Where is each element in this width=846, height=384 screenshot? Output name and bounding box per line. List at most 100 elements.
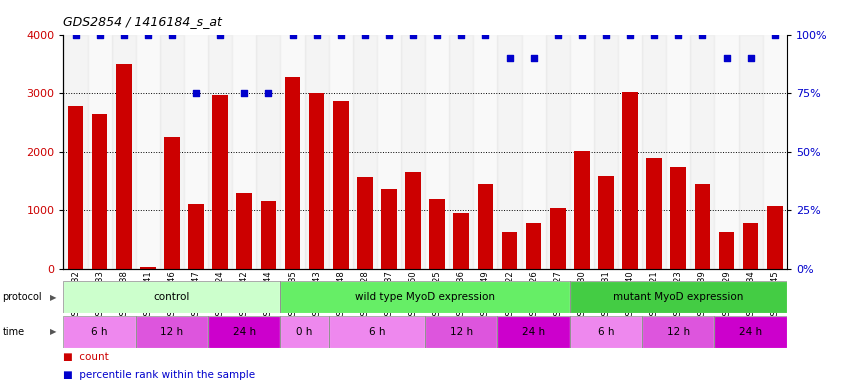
Bar [569,35,594,269]
Text: 12 h: 12 h [161,327,184,337]
Text: 12 h: 12 h [450,327,473,337]
Bar [546,35,569,269]
Bar [328,316,425,348]
Bar [164,137,180,269]
Point [190,90,203,96]
Bar [332,101,349,269]
Bar [570,316,642,348]
Bar [357,177,373,269]
Bar [642,316,714,348]
Point [213,31,227,38]
Point [454,31,468,38]
Point [479,31,492,38]
Bar [212,95,228,269]
Bar [236,193,252,269]
Bar [188,204,204,269]
Bar [63,281,280,313]
Bar [743,223,759,269]
Bar [63,316,135,348]
Text: ■  percentile rank within the sample: ■ percentile rank within the sample [63,370,255,380]
Bar [714,316,787,348]
Point [334,31,348,38]
Bar [208,316,280,348]
Bar [497,35,521,269]
Point [69,31,82,38]
Bar [670,167,686,269]
Bar [401,35,425,269]
Point [720,55,733,61]
Bar [140,267,156,269]
Bar [646,158,662,269]
Bar [63,316,135,348]
Bar [353,35,376,269]
Bar [280,281,569,313]
Bar [91,114,107,269]
Bar [87,35,112,269]
Bar [429,199,445,269]
Point [165,31,179,38]
Text: control: control [154,292,190,302]
Bar [280,281,569,313]
Bar [618,35,642,269]
Bar [594,35,618,269]
Bar [376,35,401,269]
Bar [112,35,135,269]
Bar [425,35,449,269]
Bar [574,151,590,269]
Text: ▶: ▶ [50,327,57,336]
Point [382,31,396,38]
Point [624,31,637,38]
Bar [714,35,739,269]
Bar [762,35,787,269]
Bar [521,35,546,269]
Bar [449,35,473,269]
Bar [68,106,84,269]
Bar [135,35,160,269]
Point [647,31,661,38]
Bar [425,316,497,348]
Bar [766,205,783,269]
Bar [309,93,325,269]
Bar [570,281,787,313]
Bar [497,316,569,348]
Bar [405,172,421,269]
Text: wild type MyoD expression: wild type MyoD expression [355,292,495,302]
Bar [473,35,497,269]
Bar [739,35,762,269]
Point [527,55,541,61]
Bar [497,316,569,348]
Point [141,31,155,38]
Point [286,31,299,38]
Bar [381,189,397,269]
Bar [622,92,638,269]
Text: protocol: protocol [3,292,42,302]
Point [599,31,613,38]
Text: 24 h: 24 h [739,327,762,337]
Text: ▶: ▶ [50,293,57,302]
Bar [280,35,305,269]
Text: 6 h: 6 h [369,327,385,337]
Bar [477,184,493,269]
Bar [63,35,87,269]
Text: 6 h: 6 h [91,327,108,337]
Bar [208,35,232,269]
Point [744,55,757,61]
Bar [280,316,328,348]
Point [261,90,275,96]
Bar [642,35,666,269]
Bar [280,316,328,348]
Bar [184,35,208,269]
Bar [208,316,280,348]
Point [695,31,709,38]
Bar [570,316,642,348]
Bar [328,316,425,348]
Point [672,31,685,38]
Bar [453,213,470,269]
Point [575,31,589,38]
Bar [160,35,184,269]
Bar [135,316,208,348]
Bar [63,281,280,313]
Text: 6 h: 6 h [597,327,614,337]
Point [310,31,323,38]
Bar [570,281,787,313]
